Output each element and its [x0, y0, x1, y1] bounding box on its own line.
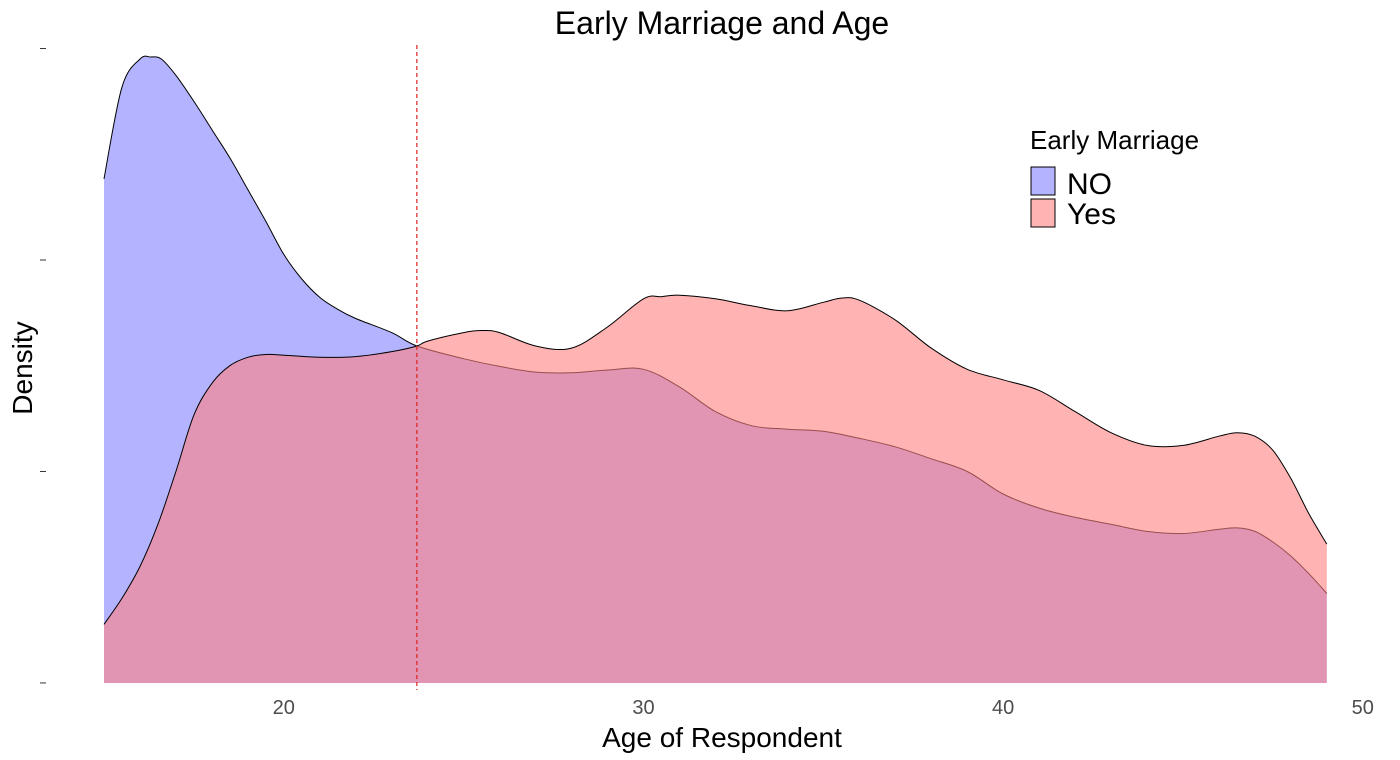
y-axis-ticks	[40, 48, 46, 684]
x-tick-label: 50	[1352, 697, 1374, 719]
legend-label-yes: Yes	[1067, 198, 1116, 231]
x-tick-label: 30	[632, 697, 654, 719]
x-axis-ticks: 20 30 40 50	[273, 697, 1374, 719]
x-axis-title: Age of Respondent	[602, 722, 842, 753]
density-line-yes	[103, 294, 1328, 625]
chart-title: Early Marriage and Age	[555, 5, 889, 41]
legend: Early Marriage NO Yes	[1030, 125, 1199, 231]
legend-label-no: NO	[1067, 168, 1112, 201]
legend-title: Early Marriage	[1030, 125, 1199, 155]
legend-swatch-yes	[1030, 198, 1056, 228]
legend-swatch-no	[1030, 166, 1056, 196]
density-areas	[103, 55, 1328, 683]
y-axis-title: Density	[7, 321, 38, 414]
density-area-yes	[104, 295, 1327, 683]
x-tick-label: 40	[992, 697, 1014, 719]
x-tick-label: 20	[273, 697, 295, 719]
